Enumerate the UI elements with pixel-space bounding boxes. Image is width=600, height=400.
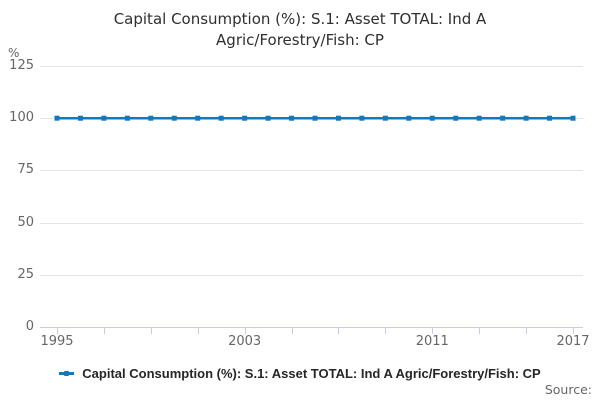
gridline [40,274,583,276]
x-tick [385,328,387,334]
gridline [40,118,583,120]
x-tick [526,328,528,334]
y-tick-label: 100 [9,110,34,126]
x-tick-label: 2003 [228,334,262,349]
source-label: Source: [544,382,592,397]
gridline [40,170,583,172]
x-tick-label: 2011 [415,334,449,349]
legend-line-marker [59,371,75,376]
y-tick-label: 0 [25,319,34,334]
x-tick [432,328,434,334]
x-tick [57,328,58,334]
chart-title: Capital Consumption (%): S.1: Asset TOTA… [113,10,487,49]
gridline [40,66,583,67]
y-axis-unit-label: % [8,46,20,60]
x-tick [103,328,105,334]
x-tick [197,328,199,334]
x-tick [150,328,152,334]
x-axis-line [40,327,583,328]
x-tick [291,328,293,334]
x-tick [479,328,481,334]
x-tick [244,328,246,334]
legend-label: Capital Consumption (%): S.1: Asset TOTA… [82,366,541,381]
x-tick [573,328,574,334]
y-tick-label: 50 [17,214,34,230]
legend: Capital Consumption (%): S.1: Asset TOTA… [0,366,600,381]
x-tick-label: 1995 [40,334,74,349]
y-tick-label: 25 [17,266,34,282]
y-tick-label: 125 [9,58,34,73]
legend-point-marker [64,371,70,376]
x-tick [338,328,340,334]
x-tick-label: 2017 [556,334,590,349]
gridline [40,222,583,224]
y-tick-label: 75 [17,162,34,178]
